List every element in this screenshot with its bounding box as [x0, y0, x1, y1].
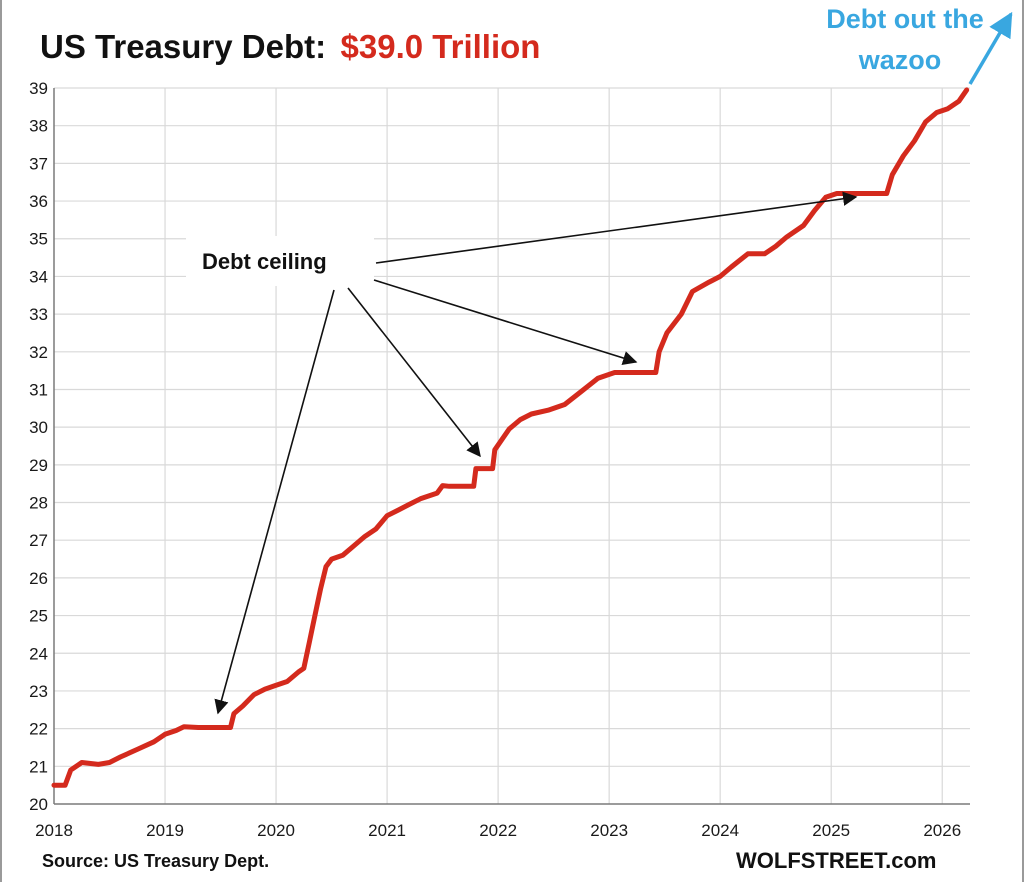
x-tick-label: 2025	[812, 821, 850, 840]
y-tick-label: 26	[29, 569, 48, 588]
x-axis-ticks: 2018 2019 2020 2021 2022 2023 2024 2025 2026	[35, 821, 961, 840]
x-tick-label: 2024	[701, 821, 739, 840]
x-tick-label: 2021	[368, 821, 406, 840]
x-tick-label: 2023	[590, 821, 628, 840]
y-tick-label: 33	[29, 305, 48, 324]
series-line	[51, 87, 970, 788]
source-note: Source: US Treasury Dept.	[42, 851, 269, 871]
grid-lines	[54, 87, 970, 804]
wazoo-label-line2: wazoo	[858, 45, 942, 75]
x-tick-label: 2020	[257, 821, 295, 840]
y-tick-label: 28	[29, 494, 48, 513]
y-tick-label: 31	[29, 380, 48, 399]
y-tick-label: 32	[29, 343, 48, 362]
y-tick-label: 23	[29, 682, 48, 701]
y-tick-label: 38	[29, 117, 48, 136]
y-axis-ticks: 20 21 22 23 24 25 26 27 28 29 30 31 32 33 34 35 36 37 38 39	[29, 79, 48, 814]
wazoo-arrow	[968, 11, 1013, 85]
x-tick-label: 2026	[923, 821, 961, 840]
x-tick-label: 2018	[35, 821, 73, 840]
y-tick-label: 24	[29, 644, 48, 663]
wazoo-label-line1: Debt out the	[826, 4, 983, 34]
y-tick-label: 29	[29, 456, 48, 475]
x-tick-label: 2022	[479, 821, 517, 840]
arrow-ceiling-2019	[214, 289, 335, 715]
y-tick-label: 30	[29, 418, 48, 437]
debt-ceiling-label: Debt ceiling	[202, 249, 327, 274]
y-tick-label: 21	[29, 757, 48, 776]
debt-ceiling-label-box	[186, 236, 374, 286]
x-tick-label: 2019	[146, 821, 184, 840]
y-tick-label: 37	[29, 154, 48, 173]
y-tick-label: 39	[29, 79, 48, 98]
y-tick-label: 34	[29, 267, 48, 286]
series-group	[51, 87, 970, 788]
arrow-ceiling-2023	[373, 279, 638, 366]
y-tick-label: 20	[29, 795, 48, 814]
y-tick-label: 36	[29, 192, 48, 211]
chart-title-value: $39.0 Trillion	[341, 28, 541, 65]
arrow-ceiling-2025	[375, 191, 858, 264]
brand-label: WOLFSTREET.com	[736, 848, 936, 873]
y-tick-label: 22	[29, 720, 48, 739]
y-tick-label: 35	[29, 230, 48, 249]
y-tick-label: 25	[29, 607, 48, 626]
arrow-ceiling-2021	[347, 287, 481, 458]
chart-title-label: US Treasury Debt:	[40, 28, 326, 65]
y-tick-label: 27	[29, 531, 48, 550]
chart-title: US Treasury Debt: $39.0 Trillion	[40, 28, 540, 65]
